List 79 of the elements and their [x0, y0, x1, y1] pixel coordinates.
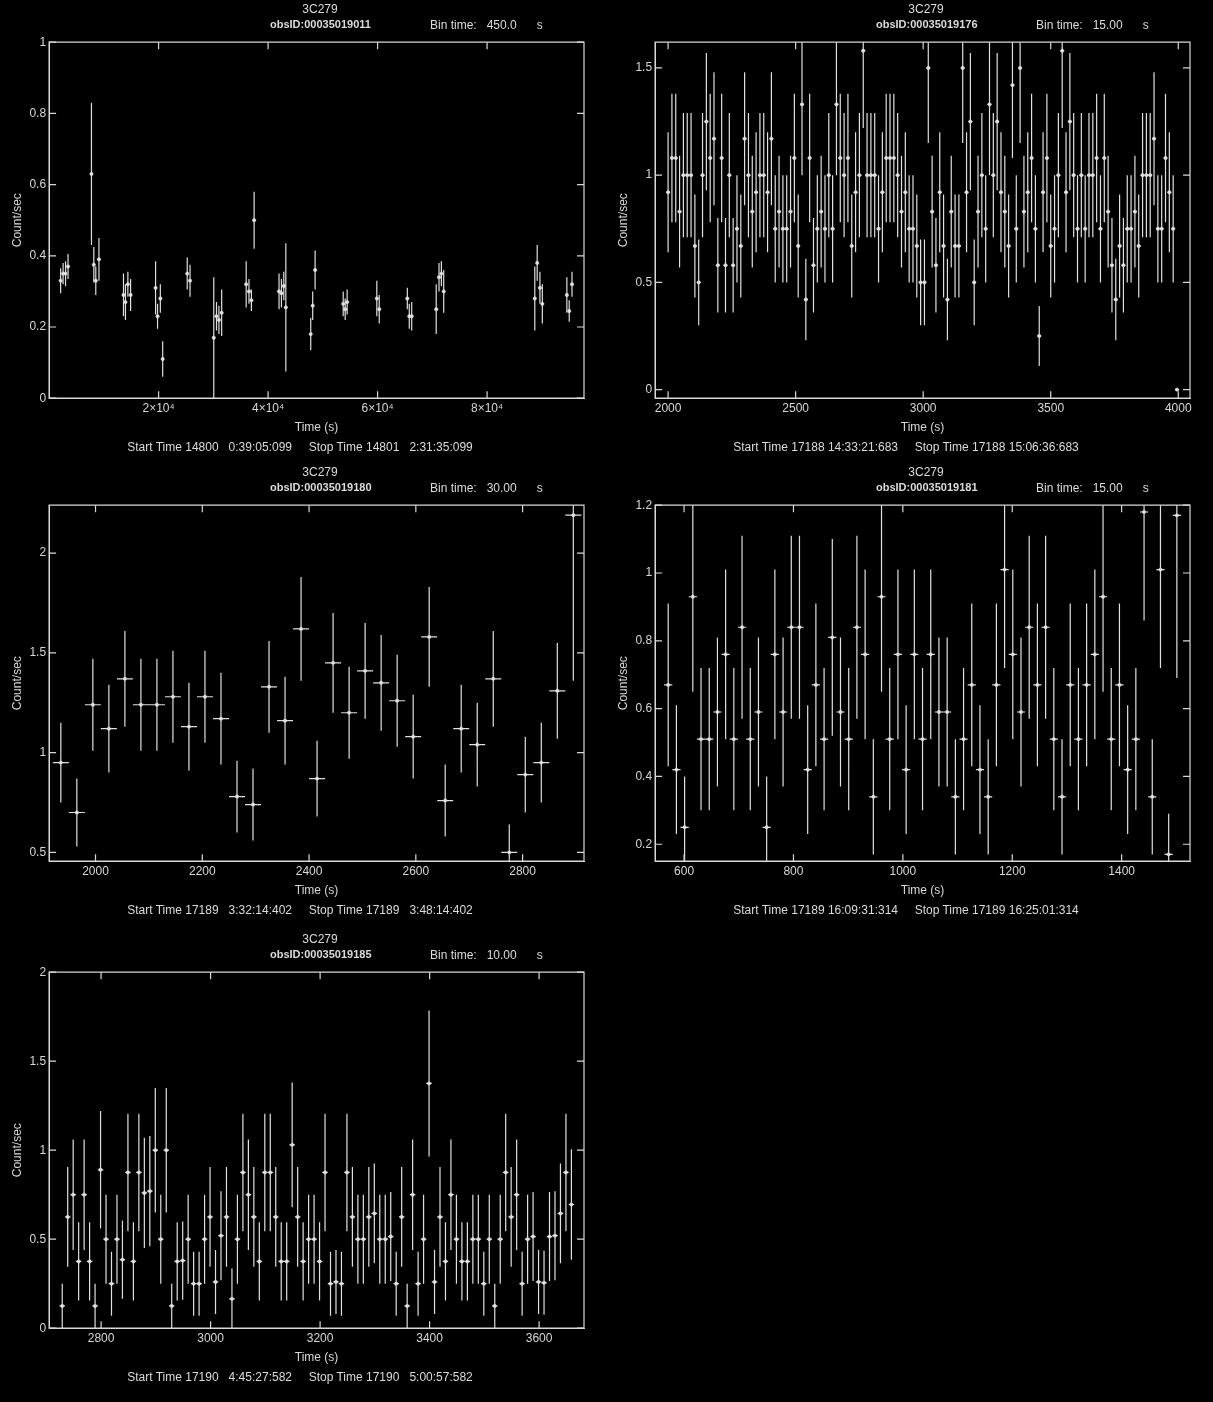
- y-tick-label: 0: [645, 381, 653, 396]
- y-tick-label: 1.5: [29, 1053, 47, 1068]
- y-tick-label: 0.5: [29, 1231, 47, 1246]
- x-tick-label: 1400: [1108, 863, 1136, 878]
- y-tick-label: 0.2: [635, 836, 653, 851]
- x-tick-label: 3400: [416, 1330, 444, 1345]
- text: Bin time: 15.00 s: [1036, 18, 1149, 32]
- x-tick-label: 2600: [402, 863, 430, 878]
- x-tick-label: 800: [783, 863, 804, 878]
- text: Bin time: 15.00 s: [1036, 481, 1149, 495]
- chart-subtitle: obsID:00035019180: [270, 481, 372, 493]
- y-tick-label: 0: [39, 390, 47, 405]
- chart-title: 3C279: [907, 2, 945, 16]
- x-tick-label: 2×10⁴: [142, 400, 175, 415]
- x-tick-label: 2200: [188, 863, 216, 878]
- x-tick-label: 2500: [782, 400, 810, 415]
- y-tick-label: 2: [39, 964, 47, 979]
- y-tick-label: 0.6: [29, 176, 47, 191]
- text: Start Time 17190 4:45:27:582 Stop Time 17190 5:00:57:582: [126, 1370, 474, 1384]
- y-tick-label: 1.5: [29, 645, 47, 660]
- x-tick-label: 6×10⁴: [361, 400, 394, 415]
- y-tick-label: 0.5: [635, 274, 653, 289]
- y-tick-label: 0.8: [29, 105, 47, 120]
- chart-title: 3C279: [301, 932, 339, 946]
- chart-subtitle: obsID:00035019011: [270, 18, 371, 30]
- y-tick-label: 1.5: [635, 60, 653, 75]
- x-tick-label: 3500: [1037, 400, 1065, 415]
- chart-title: 3C279: [301, 465, 339, 479]
- x-tick-label: 3600: [525, 1330, 553, 1345]
- y-tick-label: 0.2: [29, 319, 47, 334]
- x-axis-title: Time (s): [294, 1350, 339, 1365]
- text: Start Time 17189 3:32:14:402 Stop Time 17189 3:48:14:402: [126, 903, 474, 917]
- x-tick-label: 1000: [889, 863, 917, 878]
- y-tick-label: 0: [39, 1320, 47, 1335]
- y-axis-title: Count/sec: [615, 193, 630, 248]
- y-tick-label: 1.2: [635, 497, 653, 512]
- x-axis-title: Time (s): [900, 420, 945, 435]
- x-axis-title: Time (s): [294, 420, 339, 435]
- y-axis-title: Count/sec: [9, 193, 24, 248]
- x-tick-label: 2800: [509, 863, 537, 878]
- chart-subtitle: obsID:00035019181: [876, 481, 978, 493]
- y-tick-label: 0.6: [635, 700, 653, 715]
- x-tick-label: 8×10⁴: [471, 400, 504, 415]
- x-tick-label: 2400: [295, 863, 323, 878]
- x-tick-label: 2000: [654, 400, 682, 415]
- y-axis-title: Count/sec: [9, 656, 24, 711]
- y-tick-label: 2: [39, 545, 47, 560]
- text: Bin time: 10.00 s: [430, 948, 543, 962]
- text: Start Time 17189 16:09:31:314 Stop Time 17189 16:25:01:314: [732, 903, 1080, 917]
- x-tick-label: 3000: [909, 400, 937, 415]
- x-tick-label: 2000: [82, 863, 110, 878]
- text: Start Time 14800 0:39:05:099 Stop Time 14801 2:31:35:099: [126, 440, 474, 454]
- x-axis-title: Time (s): [294, 883, 339, 898]
- y-tick-label: 1: [645, 167, 653, 182]
- y-tick-label: 1: [39, 1142, 47, 1157]
- x-tick-label: 3200: [306, 1330, 334, 1345]
- y-tick-label: 1: [39, 744, 47, 759]
- x-tick-label: 1200: [998, 863, 1026, 878]
- x-tick-label: 2800: [87, 1330, 115, 1345]
- x-tick-label: 3000: [197, 1330, 225, 1345]
- chart-title: 3C279: [301, 2, 339, 16]
- y-axis-title: Count/sec: [615, 656, 630, 711]
- y-tick-label: 1: [39, 34, 47, 49]
- text: Bin time: 30.00 s: [430, 481, 543, 495]
- chart-subtitle: obsID:00035019185: [270, 948, 372, 960]
- x-tick-label: 600: [674, 863, 695, 878]
- y-tick-label: 0.4: [635, 768, 653, 783]
- chart-subtitle: obsID:00035019176: [876, 18, 978, 30]
- y-axis-title: Count/sec: [9, 1123, 24, 1178]
- y-tick-label: 0.4: [29, 248, 47, 263]
- chart-title: 3C279: [907, 465, 945, 479]
- y-tick-label: 0.8: [635, 633, 653, 648]
- x-tick-label: 4000: [1164, 400, 1192, 415]
- y-tick-label: 1: [645, 565, 653, 580]
- x-tick-label: 4×10⁴: [251, 400, 285, 415]
- text: Start Time 17188 14:33:21:683 Stop Time 17188 15:06:36:683: [732, 440, 1080, 454]
- y-tick-label: 0.5: [29, 844, 47, 859]
- text: Bin time: 450.0 s: [430, 18, 543, 32]
- x-axis-title: Time (s): [900, 883, 945, 898]
